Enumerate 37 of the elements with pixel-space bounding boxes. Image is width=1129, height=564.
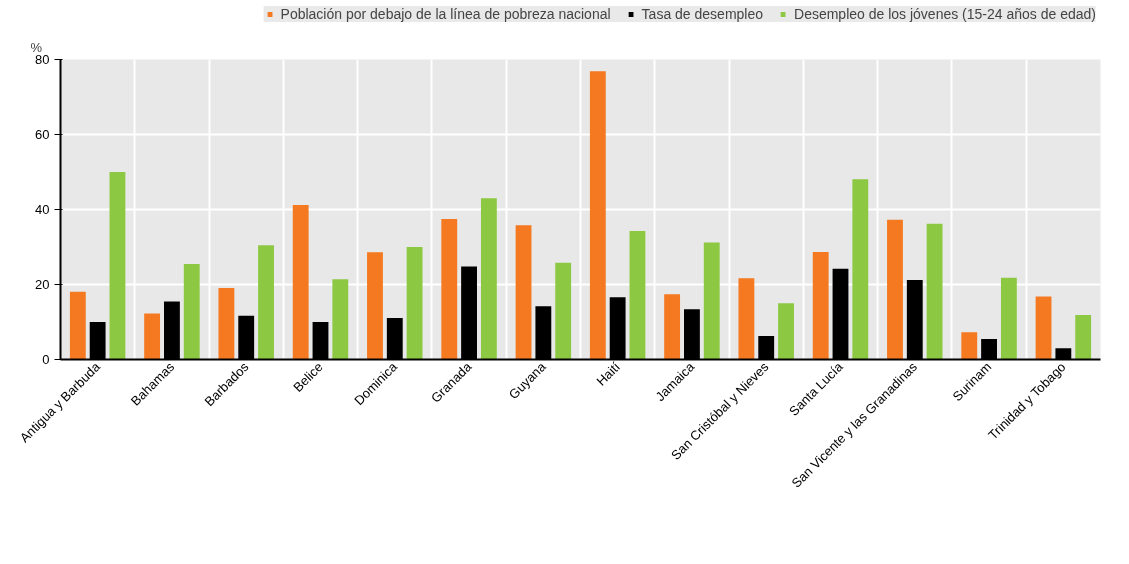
bar bbox=[183, 263, 200, 360]
y-tick-label: 0 bbox=[42, 352, 50, 367]
bar bbox=[738, 278, 755, 360]
bar bbox=[515, 225, 532, 360]
bar bbox=[703, 242, 720, 360]
bar bbox=[1035, 296, 1052, 360]
y-tick-label: 60 bbox=[35, 127, 50, 142]
y-tick-label: 80 bbox=[35, 52, 50, 67]
bar bbox=[367, 252, 383, 360]
bar bbox=[961, 332, 978, 360]
legend-label: Desempleo de los jóvenes (15-24 años de edad) bbox=[794, 6, 1096, 22]
bar bbox=[258, 245, 274, 360]
bar bbox=[629, 230, 646, 360]
y-tick-label: 20 bbox=[35, 277, 50, 292]
bar bbox=[480, 198, 497, 360]
bar bbox=[555, 262, 572, 360]
bar bbox=[812, 251, 829, 360]
bar bbox=[144, 313, 161, 360]
bar bbox=[332, 279, 349, 360]
bar bbox=[852, 179, 869, 360]
bar bbox=[218, 287, 235, 360]
bar bbox=[926, 223, 943, 360]
bar bbox=[887, 219, 903, 360]
bar bbox=[778, 303, 794, 360]
bar bbox=[664, 294, 681, 360]
bar bbox=[441, 218, 458, 360]
bar bbox=[69, 291, 86, 360]
bar bbox=[1000, 277, 1017, 360]
legend-label: Población por debajo de la línea de pobreza nacional bbox=[280, 6, 611, 22]
bar bbox=[589, 71, 606, 360]
bar bbox=[292, 205, 309, 360]
bar bbox=[406, 247, 423, 360]
y-tick-label: 40 bbox=[35, 202, 50, 217]
bar bbox=[109, 172, 126, 360]
y-axis-title: % bbox=[30, 39, 43, 55]
legend-label: Tasa de desempleo bbox=[641, 6, 764, 22]
bar bbox=[1075, 314, 1092, 360]
